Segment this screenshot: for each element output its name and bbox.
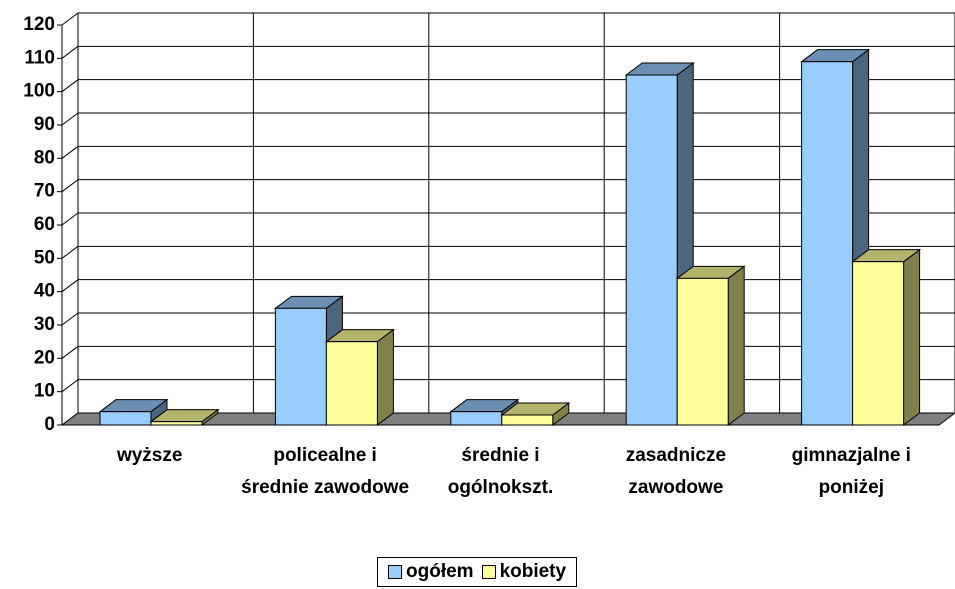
side-grid [61,112,79,126]
y-tick-label: 70 [34,181,55,202]
bar [274,307,327,426]
x-tick-label: wyższe [116,445,183,466]
side-grid [61,345,79,359]
side-grid [61,179,79,193]
x-tick-label: zasadnicze zawodowe [625,445,727,498]
y-tick-label: 80 [34,147,55,168]
y-tick-label: 50 [34,247,55,268]
legend-item: kobiety [478,561,567,583]
side-grid [61,12,79,26]
y-tick-label: 40 [34,281,55,302]
y-tick-label: 60 [34,214,55,235]
x-tick-label: gimnazjalne i poniżej [791,445,911,498]
bar [450,411,503,426]
side-grid [61,245,79,259]
bar [150,421,203,426]
bar-side [376,328,394,426]
side-grid [61,79,79,93]
y-tick-label: 30 [34,314,55,335]
x-tick-label: średnie i ogólnokszt. [447,445,554,498]
legend-swatch [388,565,402,579]
bar [99,411,152,426]
y-tick-label: 120 [23,14,55,35]
x-tick-label: policealne i średnie zawodowe [241,445,410,498]
y-tick-label: 0 [44,414,55,435]
y-tick-label: 20 [34,347,55,368]
y-tick-label: 100 [23,81,55,102]
legend-label: kobiety [499,561,567,582]
side-grid [61,312,79,326]
side-grid [61,145,79,159]
side-grid [61,279,79,293]
y-tick-label: 90 [34,114,55,135]
y-tick-label: 110 [24,47,55,68]
bar [801,61,854,426]
bar-side [903,248,921,426]
legend-label: ogółem [406,561,474,582]
bar [625,74,678,426]
bar [501,414,554,426]
side-grid [61,45,79,59]
bar [325,341,378,426]
y-tick-label: 10 [34,381,55,402]
legend-swatch [481,565,496,579]
side-grid [61,379,79,393]
legend: ogółem kobiety [377,557,578,587]
bar [852,261,905,426]
bar [676,277,729,426]
bar-side [727,265,745,426]
legend-item: ogółem [384,561,474,583]
side-grid [61,212,79,226]
